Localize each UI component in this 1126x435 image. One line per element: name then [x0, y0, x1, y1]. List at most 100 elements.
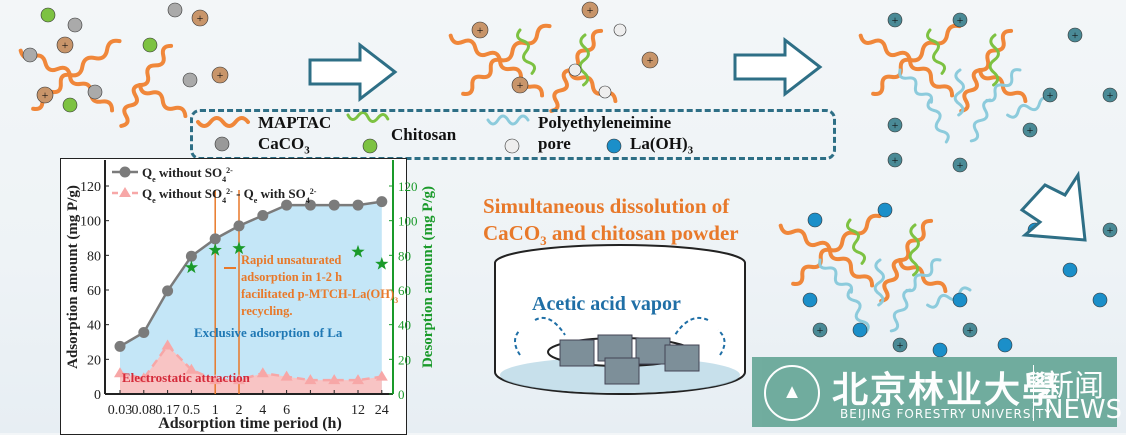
maptac-chain [791, 247, 832, 287]
y-axis-label: Adsorption amount (mg P/g) [65, 185, 81, 369]
legend-chitosan: Chitosan [391, 125, 457, 144]
y-tick-label: 0 [94, 388, 101, 403]
maptac-charge: + [191, 9, 209, 27]
maptac-charge: + [641, 51, 659, 69]
maptac-charge: + [56, 36, 74, 54]
pei-charge: + [887, 152, 903, 168]
desorption-star [208, 243, 222, 256]
maptac-charge: + [511, 76, 529, 94]
qe-point [209, 233, 221, 245]
university-name-cn: 北京林业大學 [832, 369, 1061, 411]
dissolution-caption: Simultaneous dissolution of CaCO3 and ch… [483, 194, 739, 249]
svg-text:+: + [587, 3, 594, 17]
maptac-legend-icon [196, 116, 250, 128]
chitosan-chain [578, 33, 590, 87]
particle [67, 17, 83, 33]
exclusive-la-label: Exclusive adsorption of La [194, 325, 343, 340]
x-tick-label: 0.03 [108, 403, 133, 418]
vapor-arrow [514, 329, 521, 356]
svg-text:+: + [957, 158, 964, 172]
x-tick-label: 24 [375, 403, 389, 418]
pei-chain [985, 68, 1022, 103]
y-tick-label: 60 [87, 284, 101, 299]
pei-chain [905, 258, 942, 293]
la-oh-3-particle [1092, 292, 1108, 308]
difference-point [233, 374, 245, 385]
particle [167, 2, 183, 18]
la-oh-3-particle [807, 212, 823, 228]
pei-chain [969, 98, 992, 143]
maptac-chain [119, 83, 142, 128]
difference-point [185, 363, 198, 374]
legend-diff-label: Qe without SO42- - Qe with SO42- [142, 186, 317, 205]
sample-cube [597, 334, 633, 362]
maptac-charge: + [471, 21, 489, 39]
y-tick-label: 100 [80, 215, 101, 230]
y2-tick-label: 0 [398, 387, 405, 402]
pore [613, 23, 627, 37]
legend-maptac: MAPTAC [258, 113, 332, 132]
svg-text:+: + [967, 323, 974, 337]
pei-chain [818, 258, 854, 294]
pei-charge: + [1022, 122, 1038, 138]
x-tick-label: 12 [351, 403, 365, 418]
x-tick-label: 0.17 [155, 403, 180, 418]
chitosan-chain [908, 223, 920, 277]
x-tick-label: 1 [212, 403, 219, 418]
svg-text:+: + [892, 13, 899, 27]
news-en: NEWS [1044, 395, 1123, 425]
y2-tick-label: 20 [398, 352, 411, 367]
maptac-chain [778, 223, 832, 252]
qe-point [352, 199, 364, 211]
particle [87, 84, 103, 100]
legend-laoh: La(OH)3 [630, 134, 694, 157]
pore [598, 85, 612, 99]
maptac-chain [68, 38, 122, 78]
maptac-charge: + [211, 66, 229, 84]
svg-text:+: + [892, 118, 899, 132]
legend-caco3: CaCO3 [258, 134, 310, 157]
pei-chain [846, 288, 870, 334]
process-arrow-3 [1019, 170, 1087, 242]
maptac-chain [138, 43, 174, 88]
legend-diff-marker [119, 187, 131, 197]
particle [62, 97, 78, 113]
qe-point [138, 326, 150, 338]
legend-qe-marker [119, 166, 131, 178]
x-tick-label: 4 [259, 403, 266, 418]
difference-point [280, 370, 293, 381]
qe-point [328, 199, 340, 211]
pei-charge: + [887, 12, 903, 28]
y2-tick-label: 120 [398, 179, 418, 194]
difference-line [119, 343, 382, 382]
svg-text:+: + [817, 323, 824, 337]
vapor-arrow [717, 329, 726, 356]
pei-legend-icon [486, 114, 530, 126]
la-oh-3-legend-icon [606, 138, 622, 154]
pei-charge: + [812, 322, 828, 338]
x-tick-label: 6 [283, 403, 290, 418]
svg-text:+: + [477, 23, 484, 37]
pei-chain [926, 286, 972, 309]
difference-point [209, 374, 222, 385]
x-axis-label: Adsorption time period (h) [158, 415, 342, 432]
chitosan-legend-icon [346, 111, 390, 123]
difference-point [137, 372, 150, 383]
difference-point [256, 367, 269, 378]
pei-chain [873, 258, 885, 307]
svg-text:+: + [1047, 88, 1054, 102]
news-cn: 新闻 [1044, 369, 1104, 404]
desorption-star [232, 241, 246, 255]
maptac-chain [879, 258, 902, 303]
difference-point [161, 339, 174, 350]
caco3-legend-icon [214, 136, 230, 152]
la-oh-3-particle [802, 292, 818, 308]
vapor-arrow [534, 316, 566, 336]
maptac-chain [908, 58, 955, 98]
sample-cube [664, 344, 700, 372]
difference-point [352, 374, 364, 385]
chitosan-particle-legend-icon [362, 138, 378, 154]
maptac-chain [461, 57, 502, 97]
maptac-chain [959, 68, 982, 113]
